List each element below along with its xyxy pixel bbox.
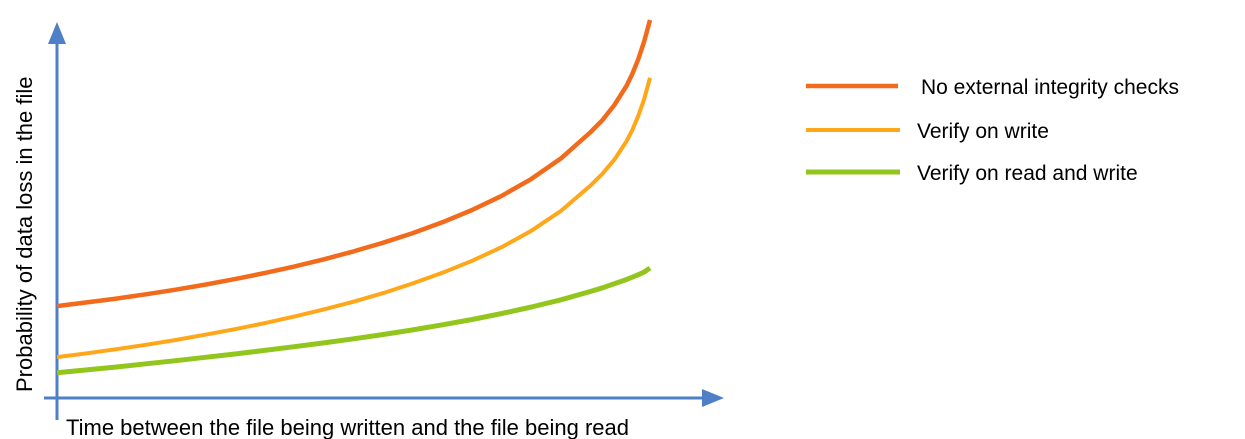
series-line-1 [56,19,653,309]
x-axis-arrow-icon [702,389,724,407]
x-axis-label: Time between the file being written and … [66,415,629,439]
series-line-2 [56,77,652,360]
series-group [56,19,653,376]
y-axis-arrow-icon [48,22,66,44]
legend-label-3: Verify on read and write [917,162,1138,185]
legend-label-1: No external integrity checks [921,76,1179,99]
y-axis-label: Probability of data loss in the file [12,76,37,392]
legend-label-2: Verify on write [917,120,1049,143]
legend: No external integrity checks Verify on wr… [806,76,1179,185]
series-line-3 [56,265,652,376]
